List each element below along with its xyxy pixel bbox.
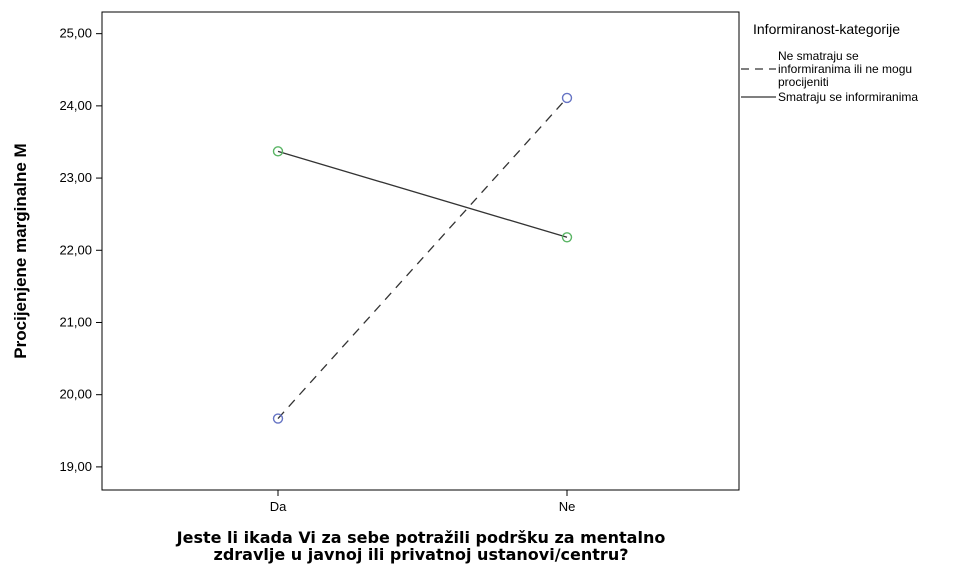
y-axis-title: Procijenjene marginalne M	[11, 143, 30, 358]
y-tick-label: 20,00	[59, 387, 92, 402]
y-tick-label: 19,00	[59, 459, 92, 474]
x-axis: Da Ne	[270, 490, 576, 514]
legend-label-dashed-line-1: Ne smatraju se	[778, 49, 859, 63]
legend-label-solid: Smatraju se informiranima	[778, 90, 918, 104]
y-tick-label: 25,00	[59, 26, 92, 41]
x-tick-label: Da	[270, 499, 287, 514]
x-tick-label: Ne	[559, 499, 576, 514]
legend-title: Informiranost-kategorije	[753, 21, 900, 37]
y-axis: 19,00 20,00 21,00 22,00 23,00 24,00 25,00	[59, 26, 102, 474]
data-point-marker	[561, 232, 573, 243]
data-point-marker	[272, 413, 284, 424]
plot-frame	[101, 11, 740, 491]
x-axis-title-line-1: Jeste li ikada Vi za sebe potražili podr…	[176, 528, 666, 547]
legend-label-dashed-line-2: informiranima ili ne mogu	[778, 62, 912, 76]
series-line-solid	[277, 150, 568, 238]
data-point-marker	[272, 146, 284, 157]
legend: Informiranost-kategorije Ne smatraju se …	[741, 21, 918, 104]
y-tick-label: 23,00	[59, 170, 92, 185]
y-tick-label: 21,00	[59, 314, 92, 329]
y-tick-label: 22,00	[59, 242, 92, 257]
legend-label-dashed-line-3: procijeniti	[778, 75, 829, 89]
series-lines	[277, 97, 568, 419]
data-markers	[272, 92, 573, 424]
x-axis-title-line-2: zdravlje u javnoj ili privatnoj ustanovi…	[214, 545, 629, 564]
data-point-marker	[561, 92, 573, 104]
series-line-dashed	[277, 97, 568, 419]
y-tick-label: 24,00	[59, 98, 92, 113]
